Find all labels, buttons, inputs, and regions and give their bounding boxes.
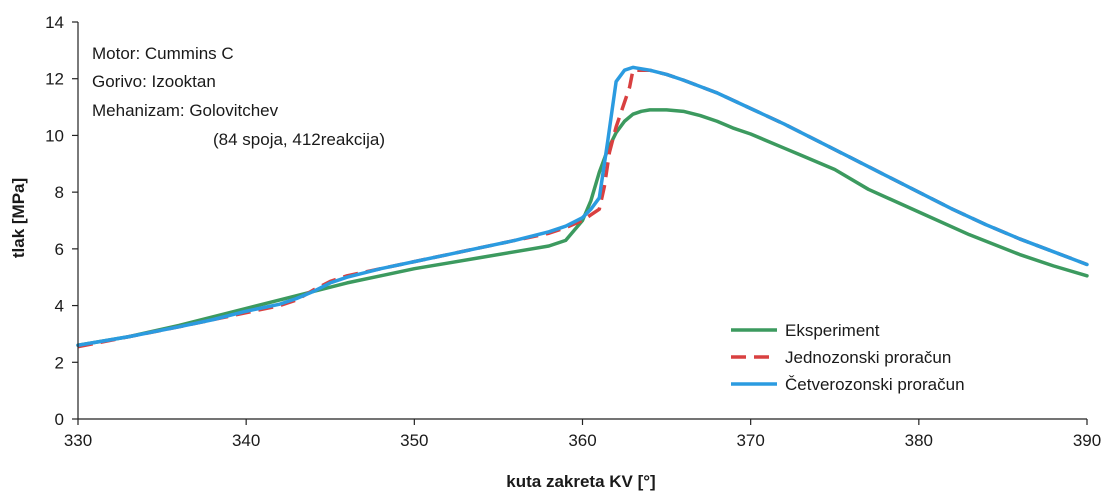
x-axis-title: kuta zakreta KV [°] (506, 472, 655, 491)
x-tick-label: 390 (1073, 431, 1101, 450)
legend-label-eksperiment: Eksperiment (785, 321, 880, 340)
legend-label-jednozonski: Jednozonski proračun (785, 348, 951, 367)
series-line-2 (76, 65, 1089, 348)
x-tick-label: 380 (905, 431, 933, 450)
annotation-mechanism: Mehanizam: Golovitchev (92, 101, 279, 120)
series-line-0 (76, 108, 1089, 348)
y-axis-title: tlak [MPa] (9, 178, 28, 258)
y-tick-label: 8 (55, 183, 64, 202)
y-tick-label: 14 (45, 13, 64, 32)
legend-label-cetverozonski: Četverozonski proračun (785, 375, 965, 394)
y-tick-label: 4 (55, 297, 64, 316)
legend: Eksperiment Jednozonski proračun Četvero… (731, 321, 965, 394)
x-tick-label: 360 (568, 431, 596, 450)
x-tick-label: 340 (232, 431, 260, 450)
axes-group: 330 340 350 360 370 380 390 0 2 4 6 8 10 12 14 (45, 13, 1101, 450)
y-tick-label: 6 (55, 240, 64, 259)
x-tick-label: 330 (64, 431, 92, 450)
annotation-species-reactions: (84 spoja, 412reakcija) (213, 130, 385, 149)
y-tick-label: 2 (55, 353, 64, 372)
y-tick-label: 0 (55, 410, 64, 429)
x-tick-label: 350 (400, 431, 428, 450)
y-tick-label: 10 (45, 126, 64, 145)
x-tick-label: 370 (736, 431, 764, 450)
annotation-motor: Motor: Cummins C (92, 44, 234, 63)
series-group (76, 65, 1089, 349)
annotation-fuel: Gorivo: Izooktan (92, 72, 216, 91)
y-tick-label: 12 (45, 70, 64, 89)
